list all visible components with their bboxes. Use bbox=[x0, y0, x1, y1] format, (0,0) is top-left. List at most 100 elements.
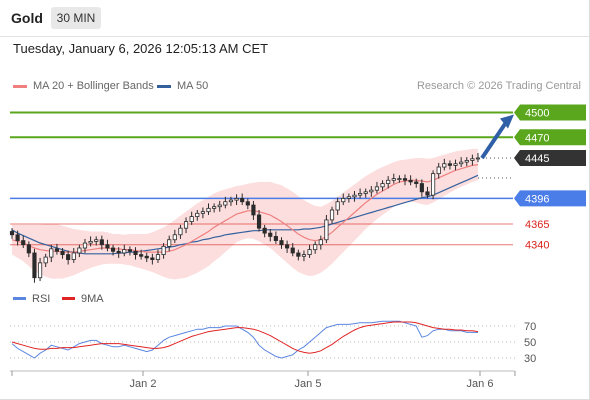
candle-body bbox=[94, 239, 99, 242]
candle-body bbox=[54, 248, 60, 252]
candle-body bbox=[430, 173, 436, 196]
candle-body bbox=[15, 234, 20, 241]
candle-body bbox=[391, 178, 396, 181]
legend-ma-bands: MA 20 + Bollinger Bands bbox=[13, 80, 154, 92]
candle-body bbox=[290, 247, 295, 254]
rsi-legend-label: RSI bbox=[32, 293, 50, 305]
legend-ma50-label: MA 50 bbox=[177, 80, 209, 92]
candle-body bbox=[358, 193, 363, 196]
candle-body bbox=[133, 250, 138, 256]
rsi-tick-70: 70 bbox=[524, 321, 536, 333]
rsi-tick-50: 50 bbox=[524, 337, 536, 349]
price-label-4500: 4500 bbox=[525, 108, 549, 120]
candle-body bbox=[363, 191, 368, 194]
candle-body bbox=[408, 179, 413, 183]
candle-body bbox=[217, 204, 222, 208]
candle-body bbox=[459, 161, 464, 165]
rsi-line bbox=[11, 320, 478, 359]
credit-text: Research © 2026 Trading Central bbox=[416, 80, 581, 92]
candle-body bbox=[228, 199, 234, 203]
chart-header: Gold 30 MIN bbox=[0, 0, 590, 36]
candle-body bbox=[9, 231, 15, 236]
candle-body bbox=[386, 179, 391, 184]
candle-body bbox=[234, 198, 239, 201]
candle-body bbox=[32, 252, 37, 279]
candle-body bbox=[256, 214, 262, 229]
legend-ma-bands-label: MA 20 + Bollinger Bands bbox=[33, 80, 154, 92]
candle-body bbox=[442, 163, 447, 168]
candle-body bbox=[21, 240, 26, 246]
candle-body bbox=[251, 204, 256, 216]
timestamp: Tuesday, January 6, 2026 12:05:13 AM CET bbox=[13, 41, 269, 56]
candle-body bbox=[200, 211, 205, 214]
candle-body bbox=[324, 219, 329, 241]
candle-body bbox=[66, 254, 71, 260]
candle-body bbox=[183, 221, 189, 229]
rsi-legend-swatch bbox=[13, 297, 26, 300]
candle-body bbox=[71, 252, 76, 260]
candle-body bbox=[82, 242, 88, 249]
candle-body bbox=[155, 254, 161, 260]
instrument-title: Gold bbox=[11, 10, 43, 26]
candle-body bbox=[414, 181, 419, 184]
candle-body bbox=[301, 254, 307, 257]
price-label-4470: 4470 bbox=[525, 132, 549, 144]
candle-body bbox=[206, 207, 211, 213]
candle-body bbox=[167, 239, 172, 247]
price-tag-4500 bbox=[514, 104, 586, 121]
candle-body bbox=[26, 244, 31, 254]
price-tag-4396 bbox=[514, 190, 586, 207]
rsi-ma-legend-label: 9MA bbox=[81, 293, 104, 305]
candle-body bbox=[296, 252, 301, 257]
candle-body bbox=[262, 227, 267, 234]
ma50-swatch bbox=[157, 84, 171, 88]
candle-body bbox=[318, 239, 323, 246]
candle-body bbox=[380, 183, 385, 188]
candle-body bbox=[77, 247, 82, 254]
candle-body bbox=[127, 249, 132, 252]
ma20-line bbox=[11, 164, 479, 253]
candle-body bbox=[369, 189, 374, 193]
price-label-4445: 4445 bbox=[525, 153, 549, 165]
candle-body bbox=[273, 236, 278, 241]
candle-body bbox=[161, 245, 166, 256]
candle-body bbox=[346, 196, 351, 199]
candle-body bbox=[374, 186, 380, 191]
rsi-ma-legend-swatch bbox=[62, 297, 75, 300]
ma-bands-swatch bbox=[13, 84, 27, 88]
legend-ma50: MA 50 bbox=[157, 80, 208, 92]
candle-body bbox=[313, 244, 318, 251]
candle-body bbox=[37, 262, 43, 279]
candle-body bbox=[240, 198, 245, 203]
candle-body bbox=[352, 194, 357, 198]
candle-body bbox=[475, 157, 481, 160]
timeframe-button[interactable]: 30 MIN bbox=[51, 7, 101, 29]
candle-body bbox=[122, 249, 127, 254]
candle-body bbox=[335, 201, 340, 211]
candle-body bbox=[279, 240, 284, 246]
candle-body bbox=[212, 206, 217, 209]
price-label-4365: 4365 bbox=[525, 219, 549, 231]
x-tick-label: Jan 5 bbox=[295, 378, 322, 390]
candle-body bbox=[341, 198, 346, 203]
candle-body bbox=[425, 191, 430, 196]
candle-body bbox=[144, 255, 149, 259]
rsi-tick-30: 30 bbox=[524, 353, 536, 365]
header-divider bbox=[0, 36, 590, 37]
candle-body bbox=[172, 234, 177, 241]
candle-body bbox=[245, 201, 250, 206]
candle-body bbox=[49, 248, 54, 258]
candle-body bbox=[150, 257, 155, 260]
candle-body bbox=[436, 166, 441, 175]
candle-body bbox=[88, 240, 93, 244]
candle-body bbox=[402, 178, 408, 181]
x-tick-label: Jan 6 bbox=[467, 378, 494, 390]
candle-body bbox=[110, 247, 116, 252]
x-tick-label: Jan 2 bbox=[130, 378, 157, 390]
candle-body bbox=[178, 227, 183, 236]
forecast-arrow-shaft bbox=[480, 121, 508, 160]
price-tag-4470 bbox=[514, 129, 586, 146]
forecast-arrow-head bbox=[500, 114, 514, 129]
candle-body bbox=[470, 158, 475, 161]
candle-body bbox=[268, 232, 273, 237]
